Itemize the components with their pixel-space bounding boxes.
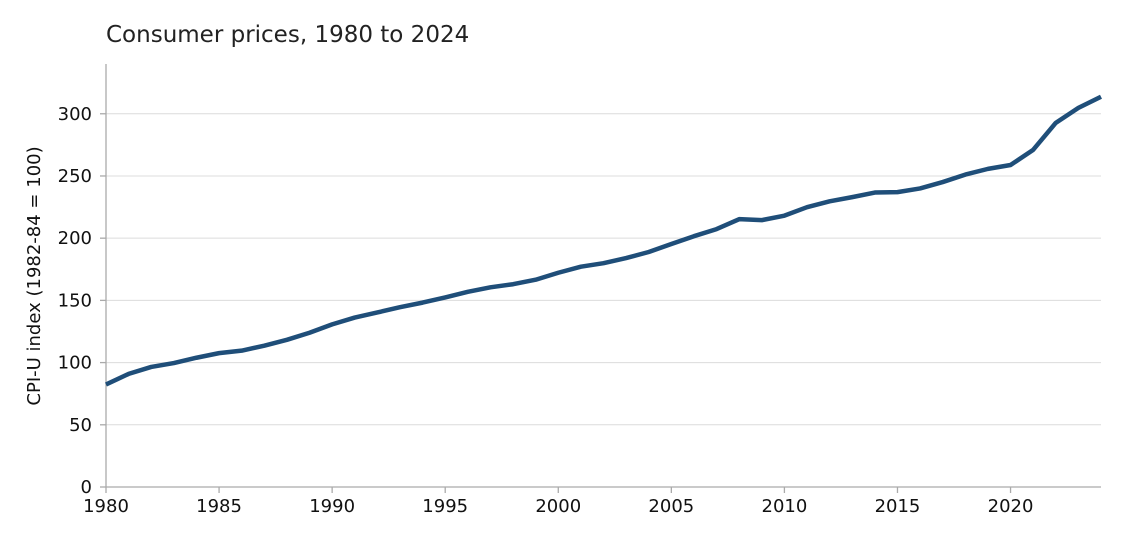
x-tick-label-1990: 1990 (309, 496, 355, 517)
x-tick-label-1980: 1980 (83, 496, 129, 517)
data-point-1988 (285, 338, 289, 342)
x-tick-label-2015: 2015 (875, 496, 921, 517)
data-point-2005 (669, 242, 673, 246)
chart-title: Consumer prices, 1980 to 2024 (106, 22, 469, 48)
data-point-2010 (782, 213, 786, 217)
data-point-1981 (126, 372, 130, 376)
data-point-1997 (488, 285, 492, 289)
series-line-0 (105, 94, 1102, 387)
data-point-1980 (104, 382, 108, 386)
data-point-2009 (760, 218, 764, 222)
x-tick-label-1995: 1995 (422, 496, 468, 517)
axes (100, 64, 1101, 493)
data-point-2001 (579, 264, 583, 268)
data-point-2013 (850, 195, 854, 199)
data-point-1991 (353, 315, 357, 319)
data-point-2015 (895, 190, 899, 194)
gridlines (106, 113, 1101, 426)
x-tick-label-1985: 1985 (196, 496, 242, 517)
y-axis-label: CPI-U index (1982-84 = 100) (24, 146, 45, 405)
data-point-2002 (601, 261, 605, 265)
y-tick-label-0: 0 (81, 477, 92, 498)
y-tick-label-50: 50 (69, 415, 92, 436)
y-tick-label-250: 250 (58, 166, 92, 187)
data-point-2022 (1054, 121, 1058, 125)
data-point-2019 (986, 167, 990, 171)
data-point-1982 (149, 365, 153, 369)
x-tick-label-2000: 2000 (535, 496, 581, 517)
y-tick-label-200: 200 (58, 228, 92, 249)
y-tick-label-300: 300 (58, 104, 92, 125)
data-point-2004 (647, 250, 651, 254)
data-point-1995 (443, 295, 447, 299)
y-tick-label-150: 150 (58, 290, 92, 311)
x-tick-label-2010: 2010 (762, 496, 808, 517)
data-point-2014 (873, 190, 877, 194)
data-point-1990 (330, 322, 334, 326)
x-tick-label-2020: 2020 (988, 496, 1034, 517)
data-point-2008 (737, 217, 741, 221)
data-point-1994 (420, 300, 424, 304)
data-point-1989 (307, 331, 311, 335)
data-point-1998 (511, 282, 515, 286)
data-point-2021 (1031, 148, 1035, 152)
data-point-2000 (556, 271, 560, 275)
tick-labels: 0 50 100 150 200 250 300 1980 1985 1990 1995 2000 20… (58, 104, 1034, 517)
data-point-1986 (239, 348, 243, 352)
data-point-1993 (398, 305, 402, 309)
data-point-1996 (466, 290, 470, 294)
data-point-2023 (1076, 106, 1080, 110)
x-tick-label-2005: 2005 (648, 496, 694, 517)
data-point-2018 (963, 172, 967, 176)
data-point-2011 (805, 205, 809, 209)
data-point-1984 (194, 356, 198, 360)
series-layer (104, 94, 1103, 387)
data-point-2024 (1099, 95, 1103, 99)
data-point-1992 (375, 310, 379, 314)
data-point-2006 (692, 234, 696, 238)
data-point-2007 (714, 227, 718, 231)
data-point-1999 (533, 278, 537, 282)
data-point-1983 (172, 361, 176, 365)
data-point-1987 (262, 343, 266, 347)
data-point-1985 (217, 351, 221, 355)
y-tick-label-100: 100 (58, 353, 92, 374)
data-point-2020 (1008, 163, 1012, 167)
data-point-2017 (941, 180, 945, 184)
data-point-2016 (918, 186, 922, 190)
data-point-2003 (624, 256, 628, 260)
data-point-2012 (827, 199, 831, 203)
